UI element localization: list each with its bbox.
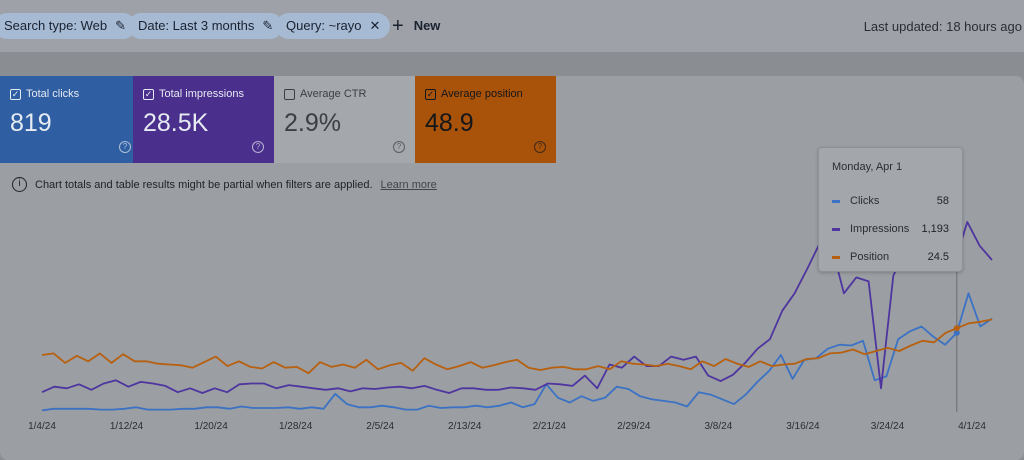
query-filter-label: Query: ~rayo [286, 18, 362, 33]
checkbox-checked-icon[interactable]: ✓ [10, 88, 21, 100]
partial-results-notice: i Chart totals and table results might b… [12, 177, 437, 192]
metric-value: 28.5K [143, 109, 209, 137]
series-line-position [41, 318, 993, 375]
checkbox-checked-icon[interactable]: ✓ [425, 88, 436, 100]
new-filter-button[interactable]: + New [392, 13, 440, 39]
close-icon[interactable]: ✕ [369, 18, 381, 33]
tooltip-row-name: Position [850, 251, 890, 263]
position-swatch [832, 255, 840, 259]
x-tick-label: 3/16/24 [786, 421, 820, 432]
checkbox-checked-icon[interactable]: ✓ [143, 88, 154, 100]
search-type-filter-chip[interactable]: Search type: Web ✎ [0, 13, 136, 39]
tooltip-row-name: Impressions [850, 223, 910, 235]
checkbox-unchecked-icon[interactable] [284, 88, 295, 100]
clicks-swatch [832, 199, 840, 203]
metric-average-position[interactable]: ✓ Average position 48.9 ? [415, 76, 556, 163]
new-filter-label: New [413, 18, 441, 33]
help-icon[interactable]: ? [393, 141, 405, 153]
tooltip-row-impressions: Impressions 1,193 [832, 215, 949, 243]
edit-pencil-icon[interactable]: ✎ [262, 18, 274, 33]
x-tick-label: 2/21/24 [533, 421, 567, 432]
tooltip-row-clicks: Clicks 58 [832, 187, 949, 215]
metric-total-clicks[interactable]: ✓ Total clicks 819 ? [0, 76, 141, 163]
plus-icon: + [392, 15, 404, 37]
metric-average-ctr[interactable]: Average CTR 2.9% ? [274, 76, 415, 163]
query-filter-chip[interactable]: Query: ~rayo ✕ [276, 13, 391, 39]
x-tick-label: 3/24/24 [871, 421, 905, 432]
x-tick-label: 1/4/24 [28, 421, 56, 432]
metric-value: 48.9 [425, 109, 474, 137]
hover-point-clicks [953, 329, 960, 336]
metric-value: 819 [10, 109, 52, 137]
help-icon[interactable]: ? [534, 141, 546, 153]
tooltip-date: Monday, Apr 1 [832, 161, 903, 173]
x-tick-label: 2/13/24 [448, 421, 482, 432]
notice-text: Chart totals and table results might be … [35, 178, 373, 191]
date-filter-chip[interactable]: Date: Last 3 months ✎ [128, 13, 284, 39]
x-tick-label: 2/29/24 [617, 421, 651, 432]
metric-value: 2.9% [284, 109, 341, 137]
last-updated-text: Last updated: 18 hours ago [863, 19, 1022, 34]
chart-tooltip: Monday, Apr 1 Clicks 58 Impressions 1,19… [818, 147, 963, 272]
search-type-label: Search type: Web [4, 18, 108, 33]
series-line-clicks [41, 292, 993, 412]
metric-label: Average position [441, 88, 523, 100]
tooltip-row-value: 58 [936, 195, 949, 207]
x-tick-label: 3/8/24 [704, 421, 732, 432]
tooltip-row-position: Position 24.5 [832, 243, 949, 271]
metric-total-impressions[interactable]: ✓ Total impressions 28.5K ? [133, 76, 274, 163]
help-icon[interactable]: ? [252, 141, 264, 153]
info-icon: i [12, 177, 27, 192]
help-icon[interactable]: ? [119, 141, 131, 153]
x-tick-label: 1/20/24 [194, 421, 228, 432]
impressions-swatch [832, 227, 840, 231]
x-tick-label: 2/5/24 [366, 421, 394, 432]
tooltip-row-value: 24.5 [927, 251, 949, 263]
metric-label: Total impressions [159, 88, 244, 100]
x-tick-label: 4/1/24 [958, 421, 986, 432]
date-filter-label: Date: Last 3 months [138, 18, 255, 33]
x-tick-label: 1/12/24 [110, 421, 144, 432]
hover-point-position [953, 325, 960, 332]
metric-label: Total clicks [26, 88, 80, 100]
tooltip-row-value: 1,193 [921, 223, 949, 235]
metric-label: Average CTR [300, 88, 367, 100]
x-tick-label: 1/28/24 [279, 421, 313, 432]
tooltip-row-name: Clicks [850, 195, 880, 207]
edit-pencil-icon[interactable]: ✎ [115, 18, 126, 33]
learn-more-link[interactable]: Learn more [380, 178, 437, 191]
